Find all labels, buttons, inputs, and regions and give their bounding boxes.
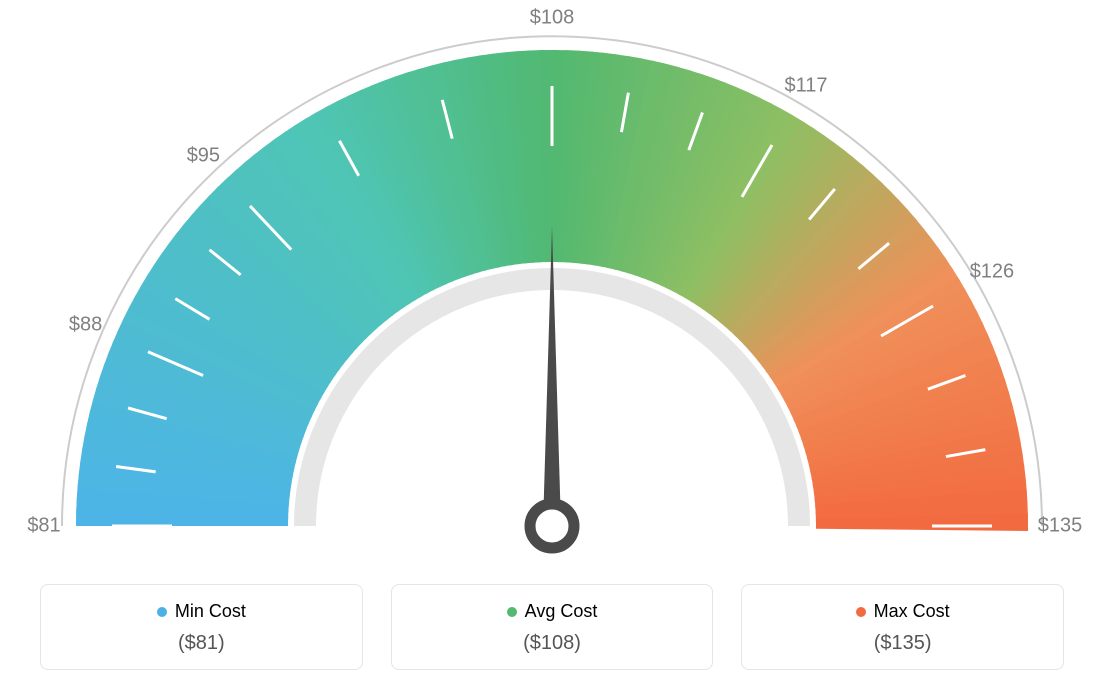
gauge-tick-label: $126 <box>970 261 1015 284</box>
legend-label-text: Min Cost <box>175 601 246 622</box>
legend-label-max: Max Cost <box>752 601 1053 622</box>
legend-value-avg: ($108) <box>402 632 703 655</box>
legend-value-max: ($135) <box>752 632 1053 655</box>
dot-icon <box>157 607 167 617</box>
legend-label-avg: Avg Cost <box>402 601 703 622</box>
dot-icon <box>856 607 866 617</box>
legend-card-max: Max Cost ($135) <box>741 584 1064 670</box>
gauge-svg <box>0 0 1104 560</box>
legend-card-avg: Avg Cost ($108) <box>391 584 714 670</box>
gauge-tick-label: $88 <box>69 313 102 336</box>
legend-card-min: Min Cost ($81) <box>40 584 363 670</box>
gauge-tick-label: $95 <box>187 145 220 168</box>
gauge-chart: $81 $88 $95 $108 $117 $126 $135 <box>0 0 1104 560</box>
legend-label-text: Max Cost <box>874 601 950 622</box>
cost-gauge-widget: $81 $88 $95 $108 $117 $126 $135 Min Cost ($81)… <box>0 0 1104 690</box>
dot-icon <box>507 607 517 617</box>
gauge-tick-label: $108 <box>530 7 575 30</box>
gauge-tick-label: $81 <box>27 515 60 538</box>
legend-label-text: Avg Cost <box>525 601 598 622</box>
legend-label-min: Min Cost <box>51 601 352 622</box>
gauge-tick-label: $135 <box>1038 515 1083 538</box>
legend-row: Min Cost ($81) Avg Cost ($108) Max Cost … <box>40 584 1064 670</box>
gauge-tick-label: $117 <box>784 75 827 98</box>
legend-value-min: ($81) <box>51 632 352 655</box>
